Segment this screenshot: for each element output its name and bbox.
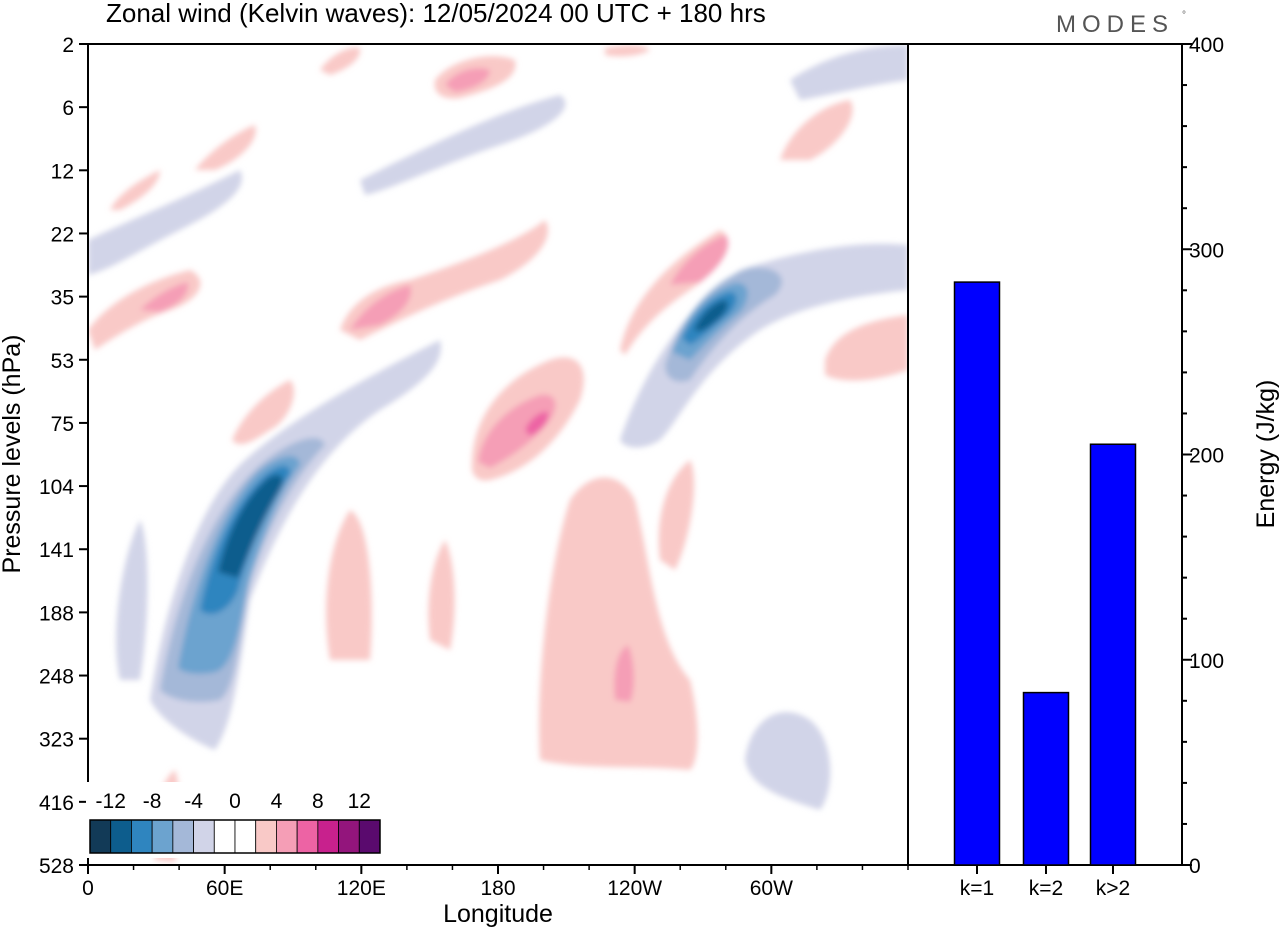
colorbar-label: -8 bbox=[143, 790, 162, 813]
positive-contour-band bbox=[670, 235, 729, 285]
y-tick-label: 2 bbox=[62, 34, 74, 57]
brand-logo: MODES bbox=[1056, 11, 1174, 38]
colorbar-swatch bbox=[358, 819, 381, 854]
x-tick-label: 60W bbox=[750, 877, 793, 900]
energy-bar bbox=[953, 281, 1001, 866]
positive-contour-band bbox=[326, 510, 372, 660]
colorbar-swatch bbox=[296, 819, 319, 854]
energy-bars: k=1 k=2 k>2 bbox=[953, 281, 1137, 900]
y-tick-label: 104 bbox=[39, 476, 74, 499]
x-axis: 0 60E 120E 180 120W 60W bbox=[82, 865, 909, 900]
contour-shapes bbox=[88, 45, 908, 862]
x-tick-label: 0 bbox=[82, 877, 94, 900]
colorbar-legend: -12 -8 -4 0 4 8 12 bbox=[86, 782, 386, 858]
energy-tick-label: 0 bbox=[1189, 855, 1201, 878]
colorbar-swatch bbox=[172, 819, 194, 854]
x-tick-label: 60E bbox=[206, 877, 243, 900]
colorbar-swatch bbox=[151, 819, 174, 854]
energy-tick-label: 400 bbox=[1189, 34, 1224, 57]
positive-contour-band bbox=[658, 460, 695, 570]
positive-contour-band bbox=[825, 315, 908, 381]
positive-contour-band bbox=[232, 380, 294, 445]
heatmap-panel: 0 60E 120E 180 120W 60W 2 6 12 22 35 53 75 104 141 188… bbox=[0, 34, 909, 928]
positive-contour-band bbox=[780, 100, 853, 160]
bar-category-label: k=1 bbox=[960, 877, 994, 900]
y-tick-label: 248 bbox=[39, 666, 74, 689]
negative-contour-band bbox=[360, 95, 566, 195]
x-tick-label: 120E bbox=[337, 877, 386, 900]
negative-contour-band bbox=[694, 300, 728, 332]
y-tick-label: 22 bbox=[51, 223, 74, 246]
negative-contour-band bbox=[116, 520, 148, 680]
colorbar-label: 12 bbox=[348, 790, 371, 813]
colorbar-swatch bbox=[276, 819, 298, 854]
y-tick-label: 528 bbox=[39, 855, 74, 878]
energy-bar bbox=[1089, 443, 1137, 866]
positive-contour-band bbox=[350, 285, 411, 330]
energy-tick-label: 300 bbox=[1189, 239, 1224, 262]
colorbar-label: -4 bbox=[184, 790, 203, 813]
colorbar-swatch bbox=[255, 819, 277, 854]
colorbar-swatch bbox=[131, 819, 153, 854]
colorbar-swatch bbox=[234, 819, 257, 854]
positive-contour-band bbox=[428, 540, 455, 650]
negative-contour-band bbox=[88, 170, 242, 275]
colorbar-swatch bbox=[89, 819, 112, 854]
y-tick-label: 35 bbox=[51, 287, 74, 310]
energy-bar-panel: k=1 k=2 k>2 0 100 200 300 400 Energy (J/kg) bbox=[907, 34, 1280, 900]
positive-contour-band bbox=[445, 68, 490, 92]
negative-contour-band bbox=[218, 474, 283, 578]
colorbar-label: -12 bbox=[96, 790, 126, 813]
positive-contour-band bbox=[614, 645, 634, 702]
energy-y-axis: 0 100 200 300 400 bbox=[1182, 34, 1224, 878]
y-tick-label: 53 bbox=[51, 350, 74, 373]
colorbar-swatch bbox=[317, 819, 339, 854]
positive-contour-band bbox=[195, 125, 256, 170]
y-tick-label: 75 bbox=[51, 413, 74, 436]
y-tick-label: 416 bbox=[39, 792, 74, 815]
colorbar-swatch bbox=[338, 819, 360, 854]
y-tick-label: 12 bbox=[51, 160, 74, 183]
colorbar-swatch bbox=[193, 819, 215, 854]
negative-contour-band bbox=[620, 243, 908, 448]
negative-contour-band bbox=[745, 712, 831, 810]
chart-title: Zonal wind (Kelvin waves): 12/05/2024 00… bbox=[106, 0, 766, 28]
y-tick-label: 188 bbox=[39, 602, 74, 625]
x-tick-label: 180 bbox=[480, 877, 515, 900]
positive-contour-band bbox=[525, 411, 549, 436]
energy-tick-label: 200 bbox=[1189, 445, 1224, 468]
positive-contour-band bbox=[605, 45, 650, 57]
brand-mark: ° bbox=[1182, 10, 1186, 21]
colorbar-label: 4 bbox=[271, 790, 283, 813]
positive-contour-band bbox=[539, 477, 698, 770]
positive-contour-band bbox=[140, 282, 189, 312]
colorbar-frame bbox=[89, 819, 381, 854]
y-axis-label: Pressure levels (hPa) bbox=[0, 335, 26, 574]
bar-category-label: k=2 bbox=[1029, 877, 1063, 900]
positive-contour-band bbox=[320, 47, 361, 75]
y-axis: 2 6 12 22 35 53 75 104 141 188 248 323 416 528 bbox=[39, 34, 88, 878]
y-tick-label: 323 bbox=[39, 729, 74, 752]
colorbar-label: 0 bbox=[229, 790, 241, 813]
positive-contour-band bbox=[110, 170, 160, 210]
positive-contour-band bbox=[478, 394, 556, 468]
y-tick-label: 6 bbox=[62, 97, 74, 120]
x-axis-label: Longitude bbox=[443, 900, 553, 928]
colorbar-label: 8 bbox=[312, 790, 324, 813]
colorbar-swatch bbox=[110, 819, 132, 854]
negative-contour-band bbox=[790, 45, 908, 100]
y-tick-label: 141 bbox=[39, 539, 74, 562]
energy-bar bbox=[1022, 691, 1070, 866]
bar-category-label: k>2 bbox=[1096, 877, 1130, 900]
energy-tick-label: 100 bbox=[1189, 650, 1224, 673]
energy-axis-label: Energy (J/kg) bbox=[1252, 380, 1280, 529]
colorbar-swatch bbox=[213, 819, 236, 854]
x-tick-label: 120W bbox=[607, 877, 662, 900]
contour-field bbox=[88, 45, 908, 862]
